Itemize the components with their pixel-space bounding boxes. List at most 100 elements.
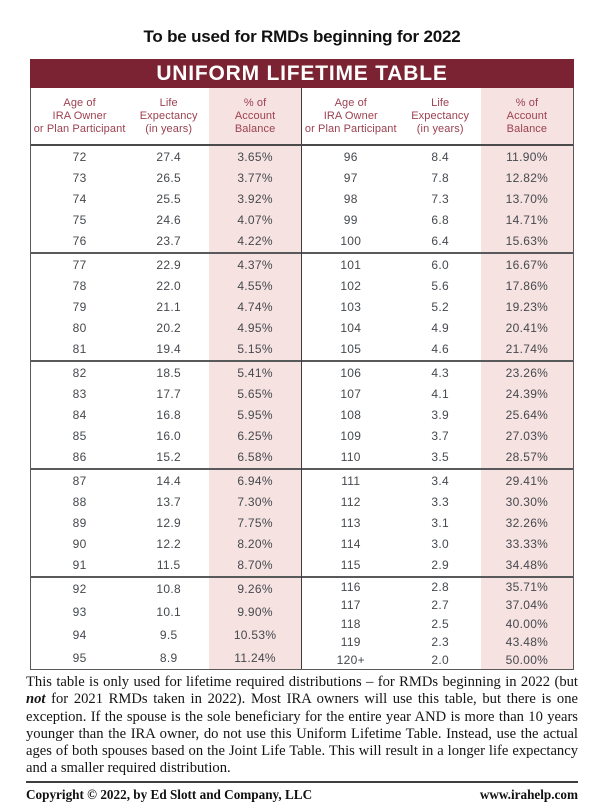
cell-life: 3.4 <box>431 473 449 488</box>
table-row: 98 7.3 13.70% <box>302 188 573 210</box>
cell-age: 87 <box>72 473 87 488</box>
cell-life: 24.6 <box>156 213 181 228</box>
cell-pct: 4.22% <box>209 230 301 253</box>
cell-life: 2.0 <box>431 652 449 667</box>
cell-life: 11.5 <box>156 558 181 573</box>
cell-pct: 28.57% <box>480 446 573 469</box>
header-line: % of <box>243 96 267 109</box>
table-row: 114 3.0 33.33% <box>302 533 573 555</box>
cell-life: 5.6 <box>431 278 449 293</box>
table-group: 82 18.5 5.41% 83 17.7 5.65% 84 16.8 5.95% 85 16.0 6… <box>31 362 301 470</box>
table-row: 116 2.8 35.71% <box>302 578 573 597</box>
cell-age: 110 <box>340 450 361 465</box>
cell-age: 99 <box>343 213 358 228</box>
table-row: 86 15.2 6.58% <box>31 446 301 469</box>
table-row: 79 21.1 4.74% <box>31 296 301 318</box>
cell-life: 6.0 <box>431 257 449 272</box>
cell-age: 105 <box>340 342 362 357</box>
cell-age: 89 <box>72 516 87 530</box>
cell-age: 116 <box>340 580 361 595</box>
right-table: 96 8.4 11.90% 97 7.8 12.82% 98 7.3 13.70% 99 6.8 14… <box>302 146 573 670</box>
header-line: Age of <box>63 96 96 109</box>
cell-life: 20.2 <box>156 321 181 336</box>
cell-age: 98 <box>343 192 358 206</box>
cell-pct: 11.90% <box>480 146 573 168</box>
cell-pct: 33.33% <box>480 533 573 555</box>
table-row: 107 4.1 24.39% <box>302 383 573 405</box>
table-group: 101 6.0 16.67% 102 5.6 17.86% 103 5.2 19.23% 104 4… <box>302 254 573 362</box>
table-header: Age of IRA Owner or Plan Participant Lif… <box>31 88 573 146</box>
cell-pct: 4.95% <box>209 317 301 339</box>
cell-life: 3.0 <box>431 537 449 552</box>
header-pct-left: % of Account Balance <box>209 88 301 144</box>
table-row: 76 23.7 4.22% <box>31 230 301 253</box>
cell-pct: 7.30% <box>209 491 301 513</box>
cell-pct: 9.90% <box>209 600 301 624</box>
table-row: 117 2.7 37.04% <box>302 596 573 615</box>
cell-age: 109 <box>340 429 362 444</box>
cell-pct: 35.71% <box>480 578 573 597</box>
header-line: % of <box>515 96 539 109</box>
cell-pct: 5.15% <box>209 338 301 361</box>
cell-age: 72 <box>72 149 87 164</box>
table-row: 112 3.3 30.30% <box>302 491 573 513</box>
copyright-text: Copyright © 2022, by Ed Slott and Compan… <box>26 786 313 802</box>
header-line: Life <box>159 96 178 109</box>
header-life-right: Life Expectancy (in years) <box>400 88 481 144</box>
cell-pct: 5.65% <box>209 383 301 405</box>
cell-life: 3.7 <box>431 429 449 444</box>
cell-life: 18.5 <box>156 365 181 380</box>
cell-age: 84 <box>72 408 87 422</box>
cell-life: 9.5 <box>159 627 178 642</box>
cell-age: 86 <box>72 450 87 465</box>
table-row: 72 27.4 3.65% <box>31 146 301 168</box>
table-row: 89 12.9 7.75% <box>31 512 301 534</box>
table-row: 100 6.4 15.63% <box>302 230 573 253</box>
cell-age: 102 <box>340 278 362 293</box>
cell-pct: 6.58% <box>209 446 301 469</box>
cell-age: 108 <box>340 408 362 422</box>
header-age-right: Age of IRA Owner or Plan Participant <box>302 88 400 144</box>
cell-life: 14.4 <box>156 473 181 488</box>
cell-age: 77 <box>72 257 87 272</box>
table-row: 84 16.8 5.95% <box>31 404 301 426</box>
table-row: 96 8.4 11.90% <box>302 146 573 168</box>
cell-life: 6.4 <box>431 234 449 249</box>
cell-pct: 32.26% <box>480 512 573 534</box>
table-row: 75 24.6 4.07% <box>31 209 301 231</box>
cell-age: 101 <box>340 257 362 272</box>
cell-age: 80 <box>72 321 87 336</box>
cell-pct: 11.24% <box>209 646 301 669</box>
table-row: 95 8.9 11.24% <box>31 646 301 669</box>
footnote-text-2: for 2021 RMDs taken in 2022). Most IRA o… <box>26 691 578 777</box>
cell-life: 3.9 <box>431 408 449 422</box>
header-line: Expectancy <box>139 109 198 122</box>
header-line: Account <box>234 109 276 122</box>
cell-life: 10.1 <box>156 605 181 620</box>
table-row: 118 2.5 40.00% <box>302 614 573 633</box>
cell-age: 82 <box>72 365 87 380</box>
cell-pct: 3.92% <box>209 188 301 210</box>
header-life-left: Life Expectancy (in years) <box>128 88 209 144</box>
table-row: 91 11.5 8.70% <box>31 554 301 577</box>
header-line: or Plan Participant <box>304 122 397 135</box>
cell-age: 73 <box>72 170 87 185</box>
header-line: Account <box>506 109 548 122</box>
cell-life: 16.0 <box>156 429 181 444</box>
cell-age: 94 <box>72 627 87 642</box>
table-row: 78 22.0 4.55% <box>31 275 301 297</box>
table-row: 103 5.2 19.23% <box>302 296 573 318</box>
cell-age: 78 <box>72 278 87 293</box>
cell-age: 111 <box>341 473 361 488</box>
cell-pct: 6.94% <box>209 470 301 492</box>
table-group: 111 3.4 29.41% 112 3.3 30.30% 113 3.1 32.26% 114 3… <box>302 470 573 578</box>
header-age-left: Age of IRA Owner or Plan Participant <box>31 88 128 144</box>
cell-life: 21.1 <box>156 300 181 314</box>
cell-pct: 12.82% <box>480 167 573 189</box>
cell-age: 112 <box>340 494 361 509</box>
cell-pct: 17.86% <box>480 275 573 297</box>
cell-pct: 19.23% <box>480 296 573 318</box>
cell-life: 2.3 <box>431 634 449 649</box>
table-row: 110 3.5 28.57% <box>302 446 573 469</box>
cell-age: 76 <box>72 234 87 249</box>
